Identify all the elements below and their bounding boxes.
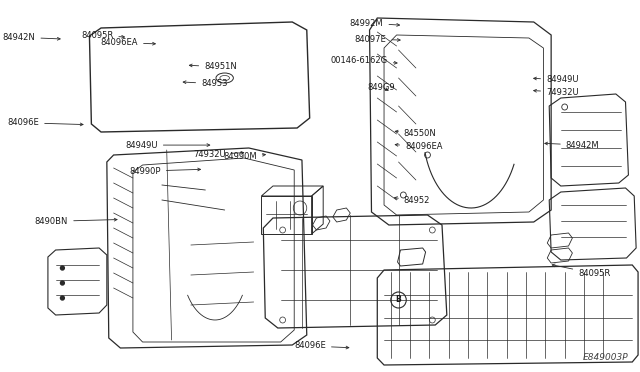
Circle shape bbox=[60, 266, 65, 270]
Text: 84990P: 84990P bbox=[129, 167, 200, 176]
Text: 84949U: 84949U bbox=[125, 141, 210, 150]
Text: 84096EA: 84096EA bbox=[100, 38, 156, 47]
Text: 849G9: 849G9 bbox=[368, 83, 396, 92]
Text: E849003P: E849003P bbox=[583, 353, 628, 362]
Text: 84096EA: 84096EA bbox=[395, 142, 443, 151]
Text: 84949U: 84949U bbox=[534, 76, 579, 84]
Text: 84550N: 84550N bbox=[395, 129, 436, 138]
Text: 74932U: 74932U bbox=[534, 88, 579, 97]
Text: 84095R: 84095R bbox=[552, 264, 611, 278]
Circle shape bbox=[60, 296, 65, 300]
Text: 84942M: 84942M bbox=[545, 141, 600, 150]
Text: 84990M: 84990M bbox=[223, 152, 266, 161]
Text: 84097E: 84097E bbox=[355, 35, 400, 44]
Text: B: B bbox=[396, 295, 401, 305]
Text: 84992M: 84992M bbox=[350, 19, 399, 28]
Text: 84942N: 84942N bbox=[3, 33, 60, 42]
Text: 84953: 84953 bbox=[183, 79, 228, 88]
Circle shape bbox=[60, 281, 65, 285]
Text: 84951N: 84951N bbox=[189, 62, 237, 71]
Text: 84096E: 84096E bbox=[8, 118, 83, 127]
Text: 74932U: 74932U bbox=[193, 150, 244, 159]
Text: 8490BN: 8490BN bbox=[35, 217, 117, 226]
Text: 84952: 84952 bbox=[394, 196, 430, 205]
Text: 00146-6162G: 00146-6162G bbox=[331, 56, 397, 65]
Text: 84095R: 84095R bbox=[81, 31, 124, 40]
Text: 84096E: 84096E bbox=[294, 341, 349, 350]
